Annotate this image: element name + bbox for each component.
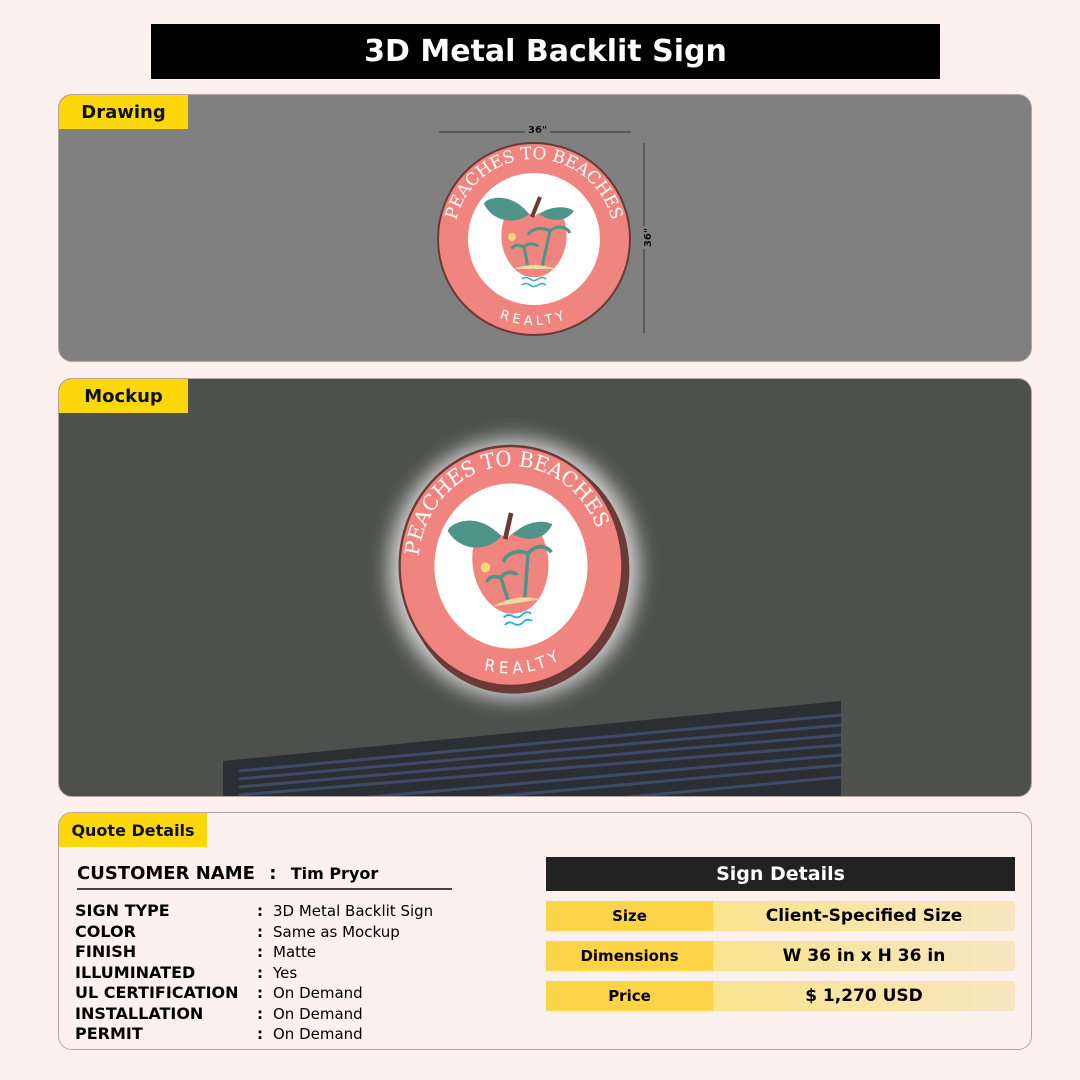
quote-row: INSTALLATION: On Demand <box>75 1004 433 1025</box>
row-label: Price <box>546 981 713 1011</box>
quote-row: SIGN TYPE:3D Metal Backlit Sign <box>75 901 433 922</box>
quote-label: Quote Details <box>59 813 207 847</box>
svg-text:REALTY: REALTY <box>498 308 570 330</box>
drawing-label: Drawing <box>59 95 188 129</box>
customer-name-value: Tim Pryor <box>290 864 379 883</box>
row-key: SIGN TYPE <box>75 901 170 920</box>
mockup-label: Mockup <box>59 379 188 413</box>
row-key: PERMIT <box>75 1024 143 1043</box>
row-key: ILLUMINATED <box>75 962 196 982</box>
quote-rows: SIGN TYPE:3D Metal Backlit Sign COLOR: Sa… <box>75 901 433 1045</box>
height-dimension: 36" <box>643 225 655 250</box>
row-key: UL CERTIFICATION <box>75 983 239 1002</box>
row-value: Matte <box>273 943 317 961</box>
row-value: 3D Metal Backlit Sign <box>273 902 434 920</box>
customer-name-row: CUSTOMER NAME : Tim Pryor <box>77 863 452 890</box>
quote-row: UL CERTIFICATION: On Demand <box>75 983 433 1004</box>
separator: : <box>269 863 277 884</box>
customer-name-label: CUSTOMER NAME <box>77 863 255 884</box>
separator: : <box>257 984 263 1002</box>
sign-details-row-price: Price $ 1,270 USD <box>546 981 1015 1011</box>
mockup-panel: PEACHES TO BEACHES REALTY Mockup <box>58 378 1032 797</box>
separator: : <box>257 1025 263 1043</box>
row-label: Dimensions <box>546 941 713 971</box>
separator: : <box>257 943 263 961</box>
page-title: 3D Metal Backlit Sign <box>151 24 940 79</box>
row-value: W 36 in x H 36 in <box>713 941 1015 971</box>
row-value: $ 1,270 USD <box>713 981 1015 1011</box>
row-value: Client-Specified Size <box>713 901 1015 931</box>
quote-row: ILLUMINATED: Yes <box>75 963 433 984</box>
sign-details-row-size: Size Client-Specified Size <box>546 901 1015 931</box>
row-value: On Demand <box>273 1004 363 1023</box>
row-value: Yes <box>273 963 298 982</box>
sign-details-title: Sign Details <box>546 857 1015 891</box>
logo-bottom-text: REALTY <box>498 308 566 330</box>
drawing-panel: Drawing PEACHES TO BEACHES REALTY 36" 36… <box>58 94 1032 362</box>
row-key: INSTALLATION <box>75 1003 204 1023</box>
window-blinds <box>238 713 842 796</box>
separator: : <box>257 963 263 982</box>
quote-row: COLOR: Same as Mockup <box>75 922 433 943</box>
row-value: Same as Mockup <box>273 922 400 941</box>
mockup-svg: PEACHES TO BEACHES REALTY <box>223 379 842 796</box>
separator: : <box>257 902 263 920</box>
width-dimension: 36" <box>525 125 551 136</box>
sign-details-row-dimensions: Dimensions W 36 in x H 36 in <box>546 941 1015 971</box>
row-key: COLOR <box>75 921 136 941</box>
quote-panel: Quote Details CUSTOMER NAME : Tim Pryor … <box>58 812 1032 1050</box>
window <box>223 701 841 796</box>
sign-details-table: Sign Details Size Client-Specified Size D… <box>546 857 1015 1011</box>
quote-row: PERMIT: On Demand <box>75 1024 433 1045</box>
separator: : <box>257 922 263 941</box>
row-value: On Demand <box>273 984 363 1002</box>
quote-row: FINISH: Matte <box>75 942 433 963</box>
row-key: FINISH <box>75 942 137 961</box>
row-value: On Demand <box>273 1025 363 1043</box>
row-label: Size <box>546 901 713 931</box>
logo-drawing: PEACHES TO BEACHES REALTY <box>436 141 632 337</box>
separator: : <box>257 1004 263 1023</box>
